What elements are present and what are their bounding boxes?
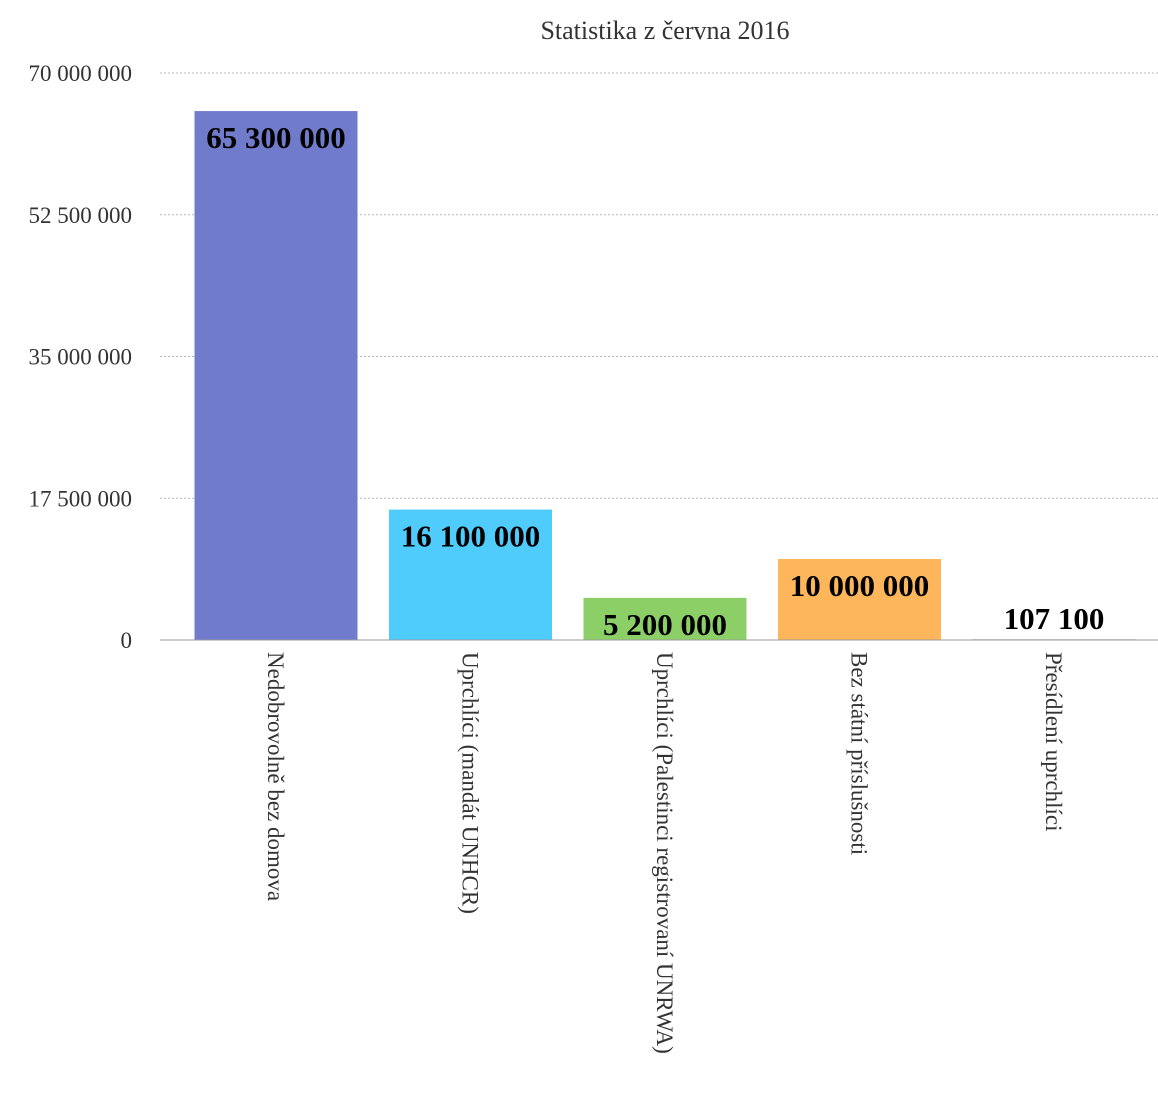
- x-category-label: Bez státní příslušnosti: [847, 652, 872, 855]
- category-labels: Nedobrovolně bez domova Uprchlíci (mandát…: [263, 652, 1066, 1054]
- bar-value-label: 65 300 000: [206, 120, 346, 155]
- y-tick-label: 17 500 000: [29, 486, 133, 511]
- y-axis-tick-labels: 0 17 500 000 35 000 000 52 500 000 70 000 00…: [29, 61, 133, 653]
- bars: [194, 111, 1136, 640]
- y-tick-label: 0: [121, 628, 133, 653]
- bar-value-label: 107 100: [1004, 601, 1105, 636]
- x-category-label: Nedobrovolně bez domova: [263, 652, 288, 901]
- x-category-label: Uprchlíci (Palestinci registrovaní UNRWA…: [652, 652, 677, 1054]
- bar: [583, 597, 747, 640]
- x-category-label: Uprchlíci (mandát UNHCR): [458, 652, 483, 914]
- chart-title: Statistika z června 2016: [540, 16, 789, 45]
- bar-value-label: 5 200 000: [603, 607, 727, 642]
- x-category-label: Přesídlení uprchlíci: [1041, 652, 1066, 832]
- bar: [778, 559, 941, 640]
- y-tick-label: 52 500 000: [29, 203, 133, 228]
- bar-value-label: 10 000 000: [790, 568, 930, 603]
- y-tick-label: 35 000 000: [29, 345, 133, 370]
- bar: [389, 509, 552, 640]
- value-labels: 65 300 000 16 100 000 5 200 000 10 000 000 1…: [206, 120, 1104, 642]
- bar-value-label: 16 100 000: [401, 519, 541, 554]
- bar: [194, 111, 358, 640]
- y-tick-label: 70 000 000: [29, 61, 133, 86]
